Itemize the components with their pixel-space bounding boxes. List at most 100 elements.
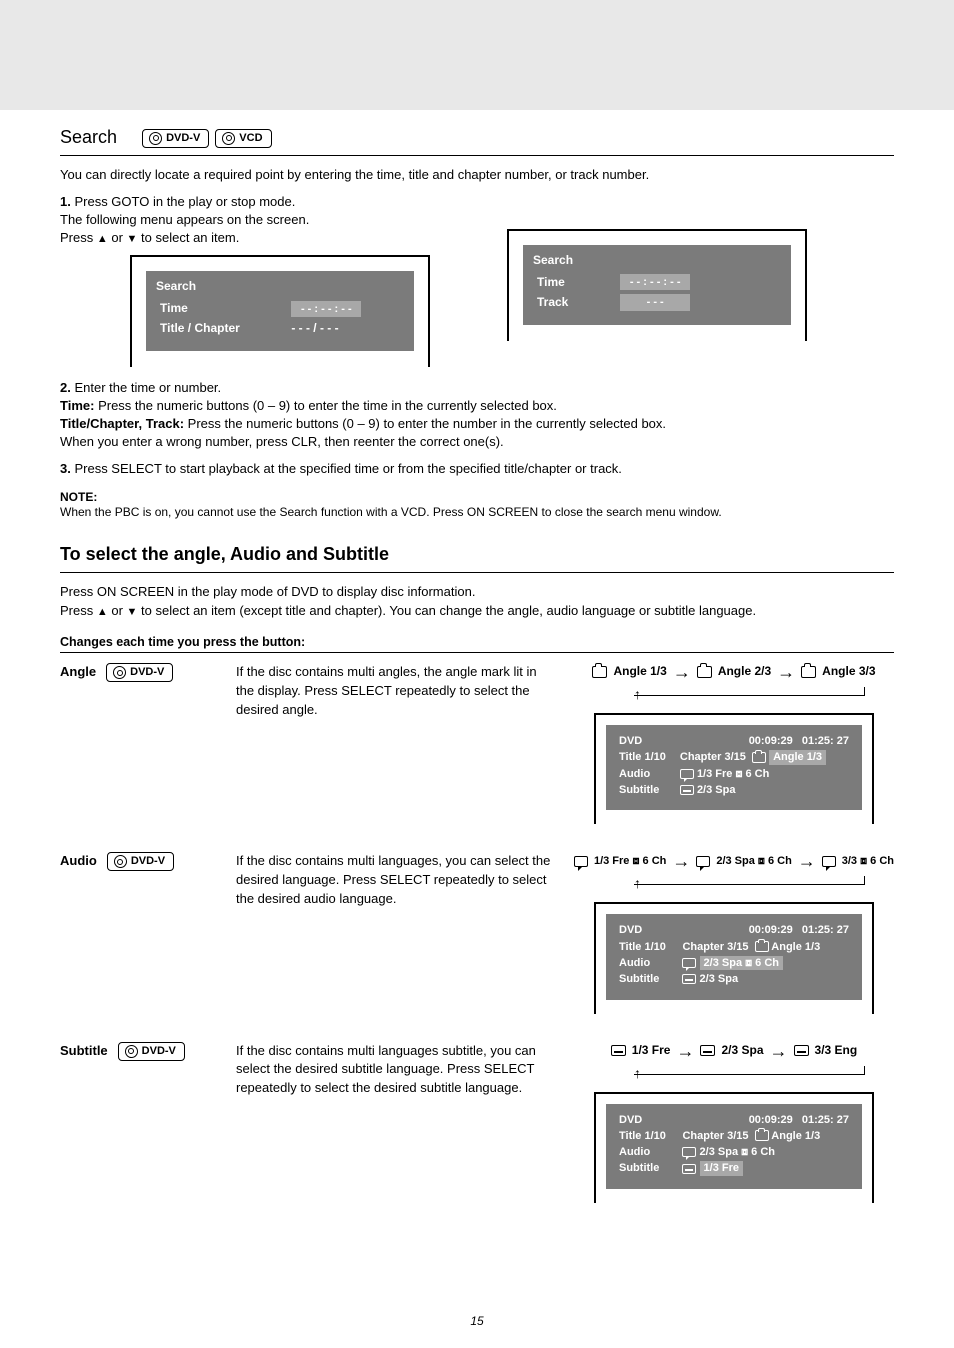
- audio-cycle: 1/3 Fre ⧈ 6 Ch → 2/3 Spa ⧈ 6 Ch → 3/3 ⧈ …: [574, 852, 894, 870]
- select-heading: To select the angle, Audio and Subtitle: [60, 543, 894, 566]
- osd-audio-label: Audio: [616, 766, 677, 782]
- camera-icon: [801, 666, 816, 678]
- step1-num: 1.: [60, 194, 71, 209]
- angle-label: Angle: [60, 664, 96, 681]
- step3-num: 3.: [60, 461, 71, 476]
- search-note: NOTE: When the PBC is on, you cannot use…: [60, 490, 894, 521]
- speech-icon: [682, 1147, 696, 1157]
- step2-tcn-h: Title/Chapter, Track:: [60, 416, 184, 431]
- down-triangle-icon: ▼: [127, 233, 138, 245]
- osd-dvd-label: DVD: [616, 1112, 679, 1128]
- osd-time2: 01:25: 27: [802, 1114, 849, 1126]
- osd-chapter: Chapter 3/15: [680, 751, 746, 763]
- step2-num: 2.: [60, 380, 71, 395]
- subtitle-label: Subtitle: [60, 1043, 108, 1060]
- audio-body: If the disc contains multi languages, yo…: [236, 852, 558, 909]
- angle-cycle-2: Angle 3/3: [822, 664, 875, 680]
- select-intro-c: to select an item (except title and chap…: [141, 603, 756, 618]
- osd-audio-b: 2/3 Spa ⧈ 6 Ch: [700, 956, 783, 970]
- osd-time2: 01:25: 27: [802, 924, 849, 936]
- camera-icon: [755, 1130, 769, 1141]
- audio-cycle-0: 1/3 Fre ⧈ 6 Ch: [594, 854, 666, 868]
- subtitle-icon: [680, 785, 694, 795]
- disc-badge-angle-text: DVD-V: [130, 667, 164, 678]
- speech-icon: [696, 856, 710, 867]
- speech-icon: [574, 856, 588, 867]
- osd-dvd-row1-label: Title / Chapter: [156, 319, 287, 339]
- search-step3: 3. Press SELECT to start playback at the…: [60, 460, 894, 478]
- down-triangle-icon-2: ▼: [127, 606, 138, 618]
- disc-badge-dvd-v-text: DVD-V: [166, 133, 200, 144]
- subtitle-body: If the disc contains multi languages sub…: [236, 1042, 558, 1099]
- osd-dvd-row0-label: Time: [156, 299, 287, 319]
- subtitle-icon: [700, 1045, 715, 1056]
- osd-vcd-row1-label: Track: [533, 292, 616, 312]
- divider: [60, 155, 894, 156]
- speech-icon: [822, 856, 836, 867]
- osd-search-vcd-title: Search: [533, 253, 781, 269]
- osd-audio-b: 2/3 Spa ⧈ 6 Ch: [700, 1146, 775, 1158]
- step2-time-h: Time:: [60, 398, 94, 413]
- search-note-text: When the PBC is on, you cannot use the S…: [60, 505, 722, 519]
- search-heading: Search DVD-V VCD: [60, 126, 894, 149]
- osd-dvd-row1-value: - - - / - - -: [291, 321, 338, 335]
- step1-text-a: Press GOTO in the play or stop mode.: [74, 194, 295, 209]
- angle-cycle: Angle 1/3 → Angle 2/3 → Angle 3/3: [574, 663, 894, 681]
- osd-search-dvd: Search Time - - : - - : - - Title / Chap…: [130, 255, 430, 366]
- search-step2: 2. Enter the time or number. Time: Press…: [60, 379, 894, 452]
- arrow-right-icon: →: [676, 1042, 694, 1060]
- subtitle-icon: [794, 1045, 809, 1056]
- osd-sub-b: 1/3 Fre: [700, 1161, 743, 1175]
- osd-title: Title 1/10: [616, 1128, 679, 1144]
- subtitle-cycle: 1/3 Fre → 2/3 Spa → 3/3 Eng: [574, 1042, 894, 1060]
- search-note-label: NOTE:: [60, 490, 97, 504]
- disc-badge-subtitle: DVD-V: [118, 1042, 185, 1061]
- select-intro-or: or: [111, 603, 126, 618]
- subtitle-icon: [682, 1164, 696, 1174]
- osd-time1: 00:09:29: [749, 1114, 793, 1126]
- page-number: 15: [0, 1314, 954, 1330]
- arrow-right-icon: →: [673, 663, 691, 681]
- osd-search-vcd: Search Time - - : - - : - - Track - - -: [507, 229, 807, 341]
- osd-title: Title 1/10: [616, 749, 677, 765]
- disc-badge-vcd-text: VCD: [239, 133, 262, 144]
- select-intro: Press ON SCREEN in the play mode of DVD …: [60, 583, 894, 620]
- osd-vcd-row0-label: Time: [533, 272, 616, 292]
- step1-tail: to select an item.: [141, 230, 239, 245]
- audio-cycle-2: 3/3 ⧈ 6 Ch: [842, 854, 894, 868]
- step2-head: Enter the time or number.: [74, 380, 221, 395]
- osd-subtitle: DVD 00:09:29 01:25: 27 Title 1/10 Chapte…: [594, 1092, 874, 1203]
- angle-body: If the disc contains multi angles, the a…: [236, 663, 558, 720]
- subtitle-label-block: Subtitle DVD-V: [60, 1042, 220, 1061]
- subtitle-icon: [611, 1045, 626, 1056]
- osd-dvd-row0-value: - - : - - : - -: [291, 301, 361, 317]
- osd-audio-a: 1/3 Fre ⧈ 6 Ch: [697, 768, 769, 780]
- page-top-grey-bar: [0, 0, 954, 110]
- arrow-right-icon: →: [770, 1042, 788, 1060]
- audio-label-block: Audio DVD-V: [60, 852, 220, 871]
- osd-sub-label: Subtitle: [616, 1160, 679, 1176]
- camera-icon: [752, 752, 766, 763]
- arrow-right-icon: →: [672, 852, 690, 870]
- angle-cycle-0: Angle 1/3: [613, 664, 666, 680]
- osd-time1: 00:09:29: [749, 735, 793, 747]
- speech-icon: [680, 769, 694, 779]
- disc-badge-vcd: VCD: [215, 129, 271, 148]
- osd-audio-label: Audio: [616, 955, 679, 971]
- arrow-right-icon: →: [777, 663, 795, 681]
- up-triangle-icon: ▲: [97, 233, 108, 245]
- osd-sub-label: Subtitle: [616, 971, 679, 987]
- camera-icon: [697, 666, 712, 678]
- angle-label-block: Angle DVD-V: [60, 663, 220, 682]
- osd-dvd-label: DVD: [616, 922, 679, 938]
- osd-audio: DVD 00:09:29 01:25: 27 Title 1/10 Chapte…: [594, 902, 874, 1013]
- osd-sub-label: Subtitle: [616, 782, 677, 798]
- step2-tcn-body2: When you enter a wrong number, press CLR…: [60, 434, 504, 449]
- speech-icon: [682, 958, 696, 968]
- disc-badge-audio-text: DVD-V: [131, 856, 165, 867]
- osd-dvd-label: DVD: [616, 733, 677, 749]
- osd-angle-val: Angle 1/3: [769, 750, 826, 764]
- step1-text-b: The following menu appears on the screen…: [60, 212, 309, 227]
- step2-time-body: Press the numeric buttons (0 – 9) to ent…: [98, 398, 557, 413]
- osd-search-dvd-title: Search: [156, 279, 404, 295]
